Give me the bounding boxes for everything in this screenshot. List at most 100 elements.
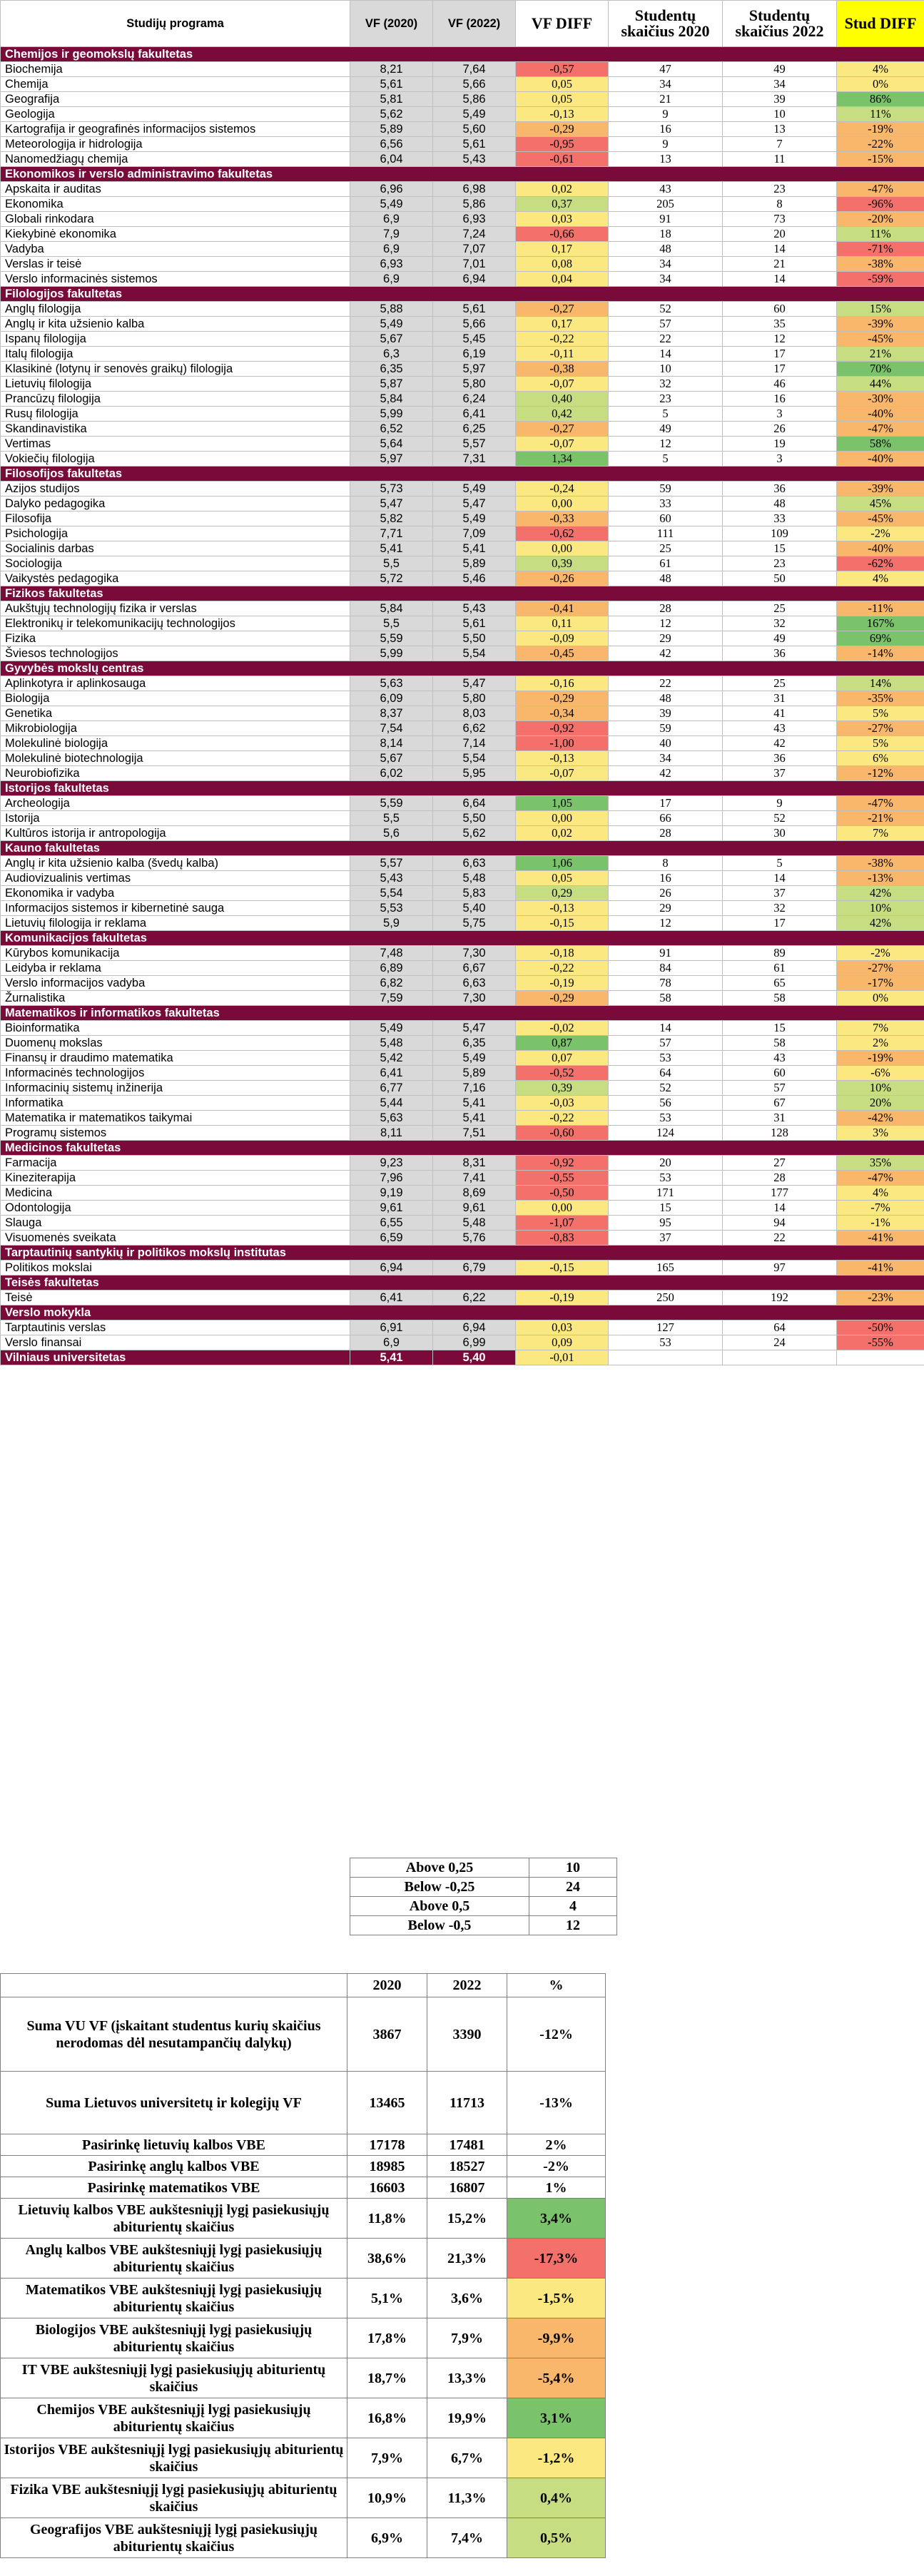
vf-2022: 6,99 [432, 1335, 516, 1350]
vf-2022: 8,03 [432, 706, 516, 721]
program-name: Apskaita ir auditas [0, 181, 350, 197]
table-row: Psichologija 7,71 7,09 -0,62 111 109 -2% [0, 526, 924, 541]
summary-2020: 17,8% [347, 2318, 427, 2358]
vf-diff: 1,06 [515, 855, 609, 871]
program-name: Archeologija [0, 795, 350, 811]
vf-2020: 7,59 [350, 990, 433, 1006]
students-2022: 192 [722, 1290, 837, 1305]
table-row: Vadyba 6,9 7,07 0,17 48 14 -71% [0, 241, 924, 257]
vf-2020: 6,59 [350, 1230, 433, 1246]
vf-2022: 5,89 [432, 556, 516, 571]
vf-2022: 5,45 [432, 331, 516, 347]
vf-diff: 0,00 [515, 541, 609, 556]
vf-2022: 6,67 [432, 960, 516, 976]
faculty-row: Filosofijos fakultetas [0, 466, 924, 482]
table-row: Vokiečių filologija 5,97 7,31 1,34 5 3 -40% [0, 451, 924, 467]
program-name: Skandinavistika [0, 421, 350, 437]
vf-diff: 0,02 [515, 825, 609, 841]
students-diff: -71% [836, 241, 924, 257]
students-2020: 43 [608, 181, 723, 197]
vf-diff: -0,03 [515, 1095, 609, 1111]
vf-2020: 7,48 [350, 945, 433, 961]
program-name: Žurnalistika [0, 990, 350, 1006]
students-2022: 46 [722, 376, 837, 392]
vf-2020: 5,54 [350, 885, 433, 901]
vf-2020: 7,71 [350, 526, 433, 541]
header-studdiff: Stud DIFF [836, 0, 924, 47]
students-diff: -62% [836, 556, 924, 571]
program-name: Neurobiofizika [0, 765, 350, 781]
vf-2022: 7,09 [432, 526, 516, 541]
vf-diff: -0,07 [515, 765, 609, 781]
program-name: Psichologija [0, 526, 350, 541]
vf-diff: -0,95 [515, 136, 609, 152]
vf-diff: 0,00 [515, 810, 609, 826]
students-2022: 89 [722, 945, 837, 961]
summary-label: Chemijos VBE aukštesniųjį lygį pasiekusi… [0, 2398, 347, 2438]
vf-2022: 5,75 [432, 915, 516, 931]
students-diff: 58% [836, 436, 924, 452]
students-2022: 37 [722, 765, 837, 781]
vf-2020: 5,41 [350, 541, 433, 556]
table-row: Nanomedžiagų chemija 6,04 5,43 -0,61 13 11 -15… [0, 151, 924, 167]
program-name: Ispanų filologija [0, 331, 350, 347]
students-2020: 9 [608, 106, 723, 122]
students-2020: 21 [608, 91, 723, 107]
vf-diff: -0,92 [515, 721, 609, 736]
vf-diff: 0,40 [515, 391, 609, 407]
vf-diff: -0,27 [515, 421, 609, 437]
vf-diff: 0,07 [515, 1050, 609, 1066]
summary-table: 2020 2022 % Suma VU VF (įskaitant studen… [0, 1973, 606, 2558]
program-name: Kūrybos komunikacija [0, 945, 350, 961]
students-diff: -19% [836, 121, 924, 137]
vf-2022: 6,94 [432, 1320, 516, 1335]
summary-2022: 13,3% [427, 2358, 507, 2398]
vf-diff: 0,05 [515, 870, 609, 886]
program-name: Leidyba ir reklama [0, 960, 350, 976]
vf-diff: -0,38 [515, 361, 609, 377]
table-row: Ispanų filologija 5,67 5,45 -0,22 22 12 -45% [0, 331, 924, 347]
students-2020: 29 [608, 900, 723, 916]
vf-2022: 5,60 [432, 121, 516, 137]
programs-table: Studijų programa VF (2020) VF (2022) VF … [0, 0, 924, 1365]
students-2020: 78 [608, 975, 723, 991]
vf-2022: 6,25 [432, 421, 516, 437]
program-name: Verslo finansai [0, 1335, 350, 1350]
vf-2020: 5,9 [350, 915, 433, 931]
program-name: Bioinformatika [0, 1020, 350, 1036]
summary-header-2022: 2022 [427, 1973, 507, 1997]
threshold-value: 4 [529, 1896, 617, 1916]
summary-label: Pasirinkę anglų kalbos VBE [0, 2155, 347, 2177]
students-diff: 15% [836, 301, 924, 317]
empty-cell [722, 1350, 837, 1365]
vf-2020: 5,5 [350, 556, 433, 571]
vf-diff: 0,17 [515, 241, 609, 257]
students-2020: 127 [608, 1320, 723, 1335]
table-row: Odontologija 9,61 9,61 0,00 15 14 -7% [0, 1200, 924, 1216]
students-2022: 7 [722, 136, 837, 152]
students-2020: 53 [608, 1170, 723, 1186]
program-name: Informacinės technologijos [0, 1065, 350, 1081]
vf-2022: 6,63 [432, 975, 516, 991]
students-diff: 2% [836, 1035, 924, 1051]
students-diff: -12% [836, 765, 924, 781]
program-name: Vertimas [0, 436, 350, 452]
program-name: Teisė [0, 1290, 350, 1305]
students-diff: -38% [836, 256, 924, 272]
program-name: Kartografija ir geografinės informacijos… [0, 121, 350, 137]
vf-diff: -0,26 [515, 571, 609, 586]
summary-change: -13% [507, 2071, 606, 2134]
students-2022: 24 [722, 1335, 837, 1350]
vf-diff: -0,83 [515, 1230, 609, 1246]
vf-diff: -0,07 [515, 436, 609, 452]
program-name: Geografija [0, 91, 350, 107]
vf-2020: 5,99 [350, 646, 433, 661]
program-name: Anglų filologija [0, 301, 350, 317]
students-2020: 48 [608, 571, 723, 586]
students-2020: 17 [608, 795, 723, 811]
students-2020: 5 [608, 406, 723, 422]
students-2022: 177 [722, 1185, 837, 1201]
students-2022: 34 [722, 76, 837, 92]
students-2022: 14 [722, 1200, 837, 1216]
students-2022: 58 [722, 990, 837, 1006]
